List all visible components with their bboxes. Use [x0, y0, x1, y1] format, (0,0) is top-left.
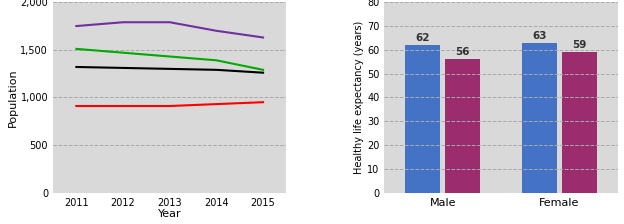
Line: 0 - 4 years: 0 - 4 years: [76, 102, 263, 106]
18 - 24 years: [166, 21, 173, 24]
Text: 56: 56: [456, 47, 470, 57]
Bar: [562, 52, 597, 193]
Line: 5 - 11 years: 5 - 11 years: [76, 67, 263, 73]
12 - 17 years: [119, 51, 127, 54]
5 - 11 years: [72, 66, 80, 68]
Text: 59: 59: [572, 40, 587, 50]
5 - 11 years: [119, 67, 127, 69]
Y-axis label: Healthy life expectancy (years): Healthy life expectancy (years): [354, 21, 364, 174]
18 - 24 years: [119, 21, 127, 24]
0 - 4 years: [72, 105, 80, 107]
Bar: [406, 45, 441, 193]
0 - 4 years: [260, 101, 267, 103]
0 - 4 years: [119, 105, 127, 107]
12 - 17 years: [166, 55, 173, 58]
X-axis label: Year: Year: [158, 209, 182, 219]
18 - 24 years: [213, 29, 220, 32]
Line: 18 - 24 years: 18 - 24 years: [76, 22, 263, 37]
5 - 11 years: [213, 69, 220, 71]
18 - 24 years: [260, 36, 267, 39]
0 - 4 years: [213, 103, 220, 106]
12 - 17 years: [72, 47, 80, 50]
12 - 17 years: [260, 69, 267, 71]
5 - 11 years: [260, 71, 267, 74]
Bar: [445, 59, 480, 193]
Text: 62: 62: [416, 33, 430, 43]
Line: 12 - 17 years: 12 - 17 years: [76, 49, 263, 70]
Text: 63: 63: [532, 31, 547, 41]
12 - 17 years: [213, 59, 220, 62]
5 - 11 years: [166, 68, 173, 70]
Bar: [522, 43, 557, 193]
Y-axis label: Population: Population: [7, 68, 17, 127]
18 - 24 years: [72, 25, 80, 27]
0 - 4 years: [166, 105, 173, 107]
